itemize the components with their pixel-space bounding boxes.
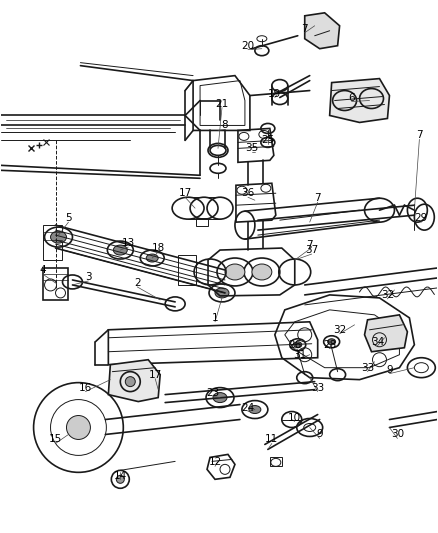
Polygon shape [364,315,407,352]
Text: 16: 16 [79,383,92,393]
Ellipse shape [213,393,227,402]
Text: 29: 29 [415,213,428,223]
Ellipse shape [113,245,127,255]
Text: 3: 3 [85,272,92,282]
Text: 6: 6 [348,93,355,102]
Ellipse shape [215,288,229,298]
Text: 26: 26 [288,340,301,350]
Text: 9: 9 [316,430,323,440]
Text: 4: 4 [39,265,46,275]
Text: 31: 31 [293,350,306,360]
Ellipse shape [146,254,158,262]
Text: 5: 5 [65,213,72,223]
Bar [42,225,63,260]
Ellipse shape [225,264,245,280]
Text: 2: 2 [134,278,141,288]
Text: 18: 18 [152,243,165,253]
Text: 30: 30 [391,430,404,440]
Circle shape [67,416,90,439]
Polygon shape [108,360,160,401]
Text: 19: 19 [268,88,282,99]
Text: 7: 7 [307,240,313,250]
Text: 17: 17 [178,188,192,198]
Circle shape [117,475,124,483]
Text: 32: 32 [381,290,394,300]
Text: 35: 35 [245,143,258,154]
Bar [270,457,282,466]
Text: 34: 34 [371,337,384,347]
Text: 9: 9 [386,365,393,375]
Text: 13: 13 [122,238,135,248]
Text: 11: 11 [265,434,279,445]
Text: 33: 33 [361,362,374,373]
Ellipse shape [328,339,336,345]
Text: 23: 23 [206,387,219,398]
Bar [196,218,208,226]
Text: 10: 10 [288,413,301,423]
Text: 7: 7 [314,193,321,203]
Text: 33: 33 [311,383,324,393]
Text: 21: 21 [215,99,229,109]
Text: 36: 36 [241,188,254,198]
Text: 14: 14 [114,471,127,481]
Text: 24: 24 [241,402,254,413]
Polygon shape [330,78,389,123]
Text: 8: 8 [222,120,228,131]
Text: 32: 32 [333,325,346,335]
Text: 7: 7 [301,24,308,34]
Text: 12: 12 [208,457,222,467]
Text: 37: 37 [305,245,318,255]
Text: 7: 7 [416,131,423,140]
Polygon shape [305,13,339,49]
Text: 1: 1 [212,313,218,323]
Ellipse shape [249,406,261,414]
Text: 28: 28 [323,340,336,350]
Ellipse shape [252,264,272,280]
Circle shape [125,377,135,386]
Text: 25: 25 [261,135,275,146]
Text: 15: 15 [49,434,62,445]
Bar [178,255,196,285]
Text: 20: 20 [241,41,254,51]
Text: 17: 17 [148,370,162,379]
Ellipse shape [294,342,302,348]
Ellipse shape [50,231,67,243]
